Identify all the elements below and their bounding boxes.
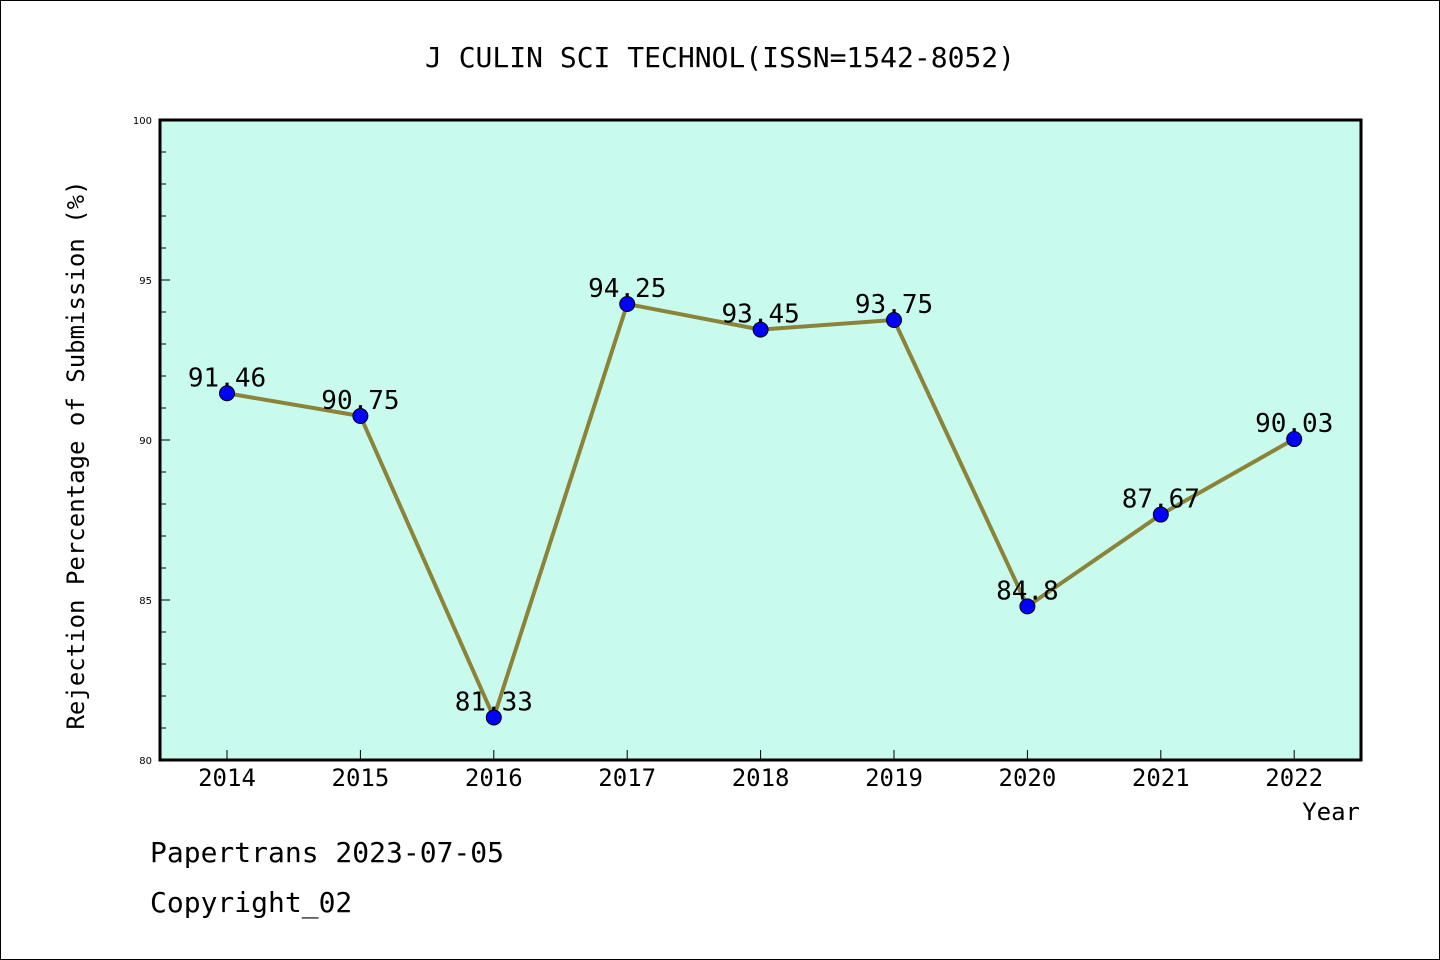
x-tick-label: 2022 [1265, 764, 1323, 792]
x-tick-label: 2014 [198, 764, 256, 792]
y-tick-label: 80 [139, 756, 152, 767]
y-axis-label: Rejection Percentage of Submission (%) [62, 180, 90, 729]
data-point [1019, 598, 1036, 615]
data-label: 91.46 [188, 363, 266, 393]
x-tick-label: 2020 [999, 764, 1057, 792]
y-tick-label: 90 [139, 436, 152, 447]
x-axis-label: Year [1302, 798, 1360, 826]
data-point [219, 385, 235, 402]
data-point [485, 709, 502, 726]
x-tick-label: 2016 [465, 764, 523, 792]
x-axis-ticks: 2014 2015 2016 2017 2018 2019 2020 2021 2022 [198, 750, 1323, 792]
y-tick-label: 95 [139, 276, 152, 287]
data-label: 93.75 [855, 290, 933, 320]
data-label: 90.75 [321, 386, 399, 416]
footer-copyright: Copyright_02 [150, 886, 353, 919]
data-point [752, 321, 769, 338]
data-label: 93.45 [722, 300, 800, 330]
data-label: 87.67 [1122, 485, 1200, 515]
data-point [352, 408, 369, 424]
data-label: 94.25 [588, 274, 666, 304]
data-label: 90.03 [1255, 409, 1333, 439]
footer-source: Papertrans 2023-07-05 [150, 836, 505, 869]
data-point [886, 312, 902, 328]
y-tick-label: 85 [139, 596, 152, 607]
x-tick-label: 2019 [865, 764, 923, 792]
data-point [1286, 431, 1303, 448]
series-layer: 91.46 90.75 81.33 94.25 93.45 93.75 84.8 87.67 9… [188, 274, 1333, 726]
plot-area [158, 118, 1363, 762]
data-point [619, 296, 636, 312]
x-tick-label: 2018 [732, 764, 790, 792]
data-point [1152, 506, 1169, 523]
x-tick-label: 2015 [332, 764, 390, 792]
x-tick-label: 2017 [598, 764, 656, 792]
x-tick-label: 2021 [1132, 764, 1190, 792]
data-label: 84.8 [996, 576, 1059, 606]
chart-title: J CULIN SCI TECHNOL(ISSN=1542-8052) [425, 41, 1015, 74]
y-tick-label: 100 [133, 116, 152, 127]
y-axis-ticks: 80 85 90 95 100 [133, 116, 170, 767]
data-label: 81.33 [455, 687, 533, 717]
